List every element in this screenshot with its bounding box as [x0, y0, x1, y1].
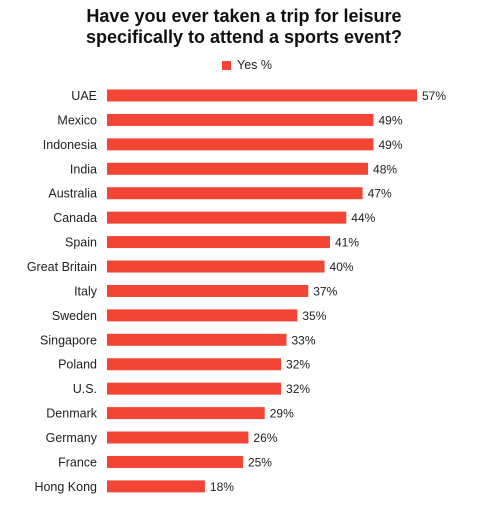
category-label: Sweden	[52, 309, 97, 323]
data-label: 32%	[286, 382, 310, 396]
category-label: France	[58, 455, 97, 469]
data-label: 37%	[313, 284, 337, 298]
chart-title: Have you ever taken a trip for leisure s…	[0, 6, 488, 48]
data-label: 48%	[373, 162, 397, 176]
bar	[107, 187, 363, 200]
category-label: Indonesia	[43, 138, 97, 152]
bar	[107, 455, 243, 468]
legend-label: Yes %	[237, 58, 272, 72]
bar	[107, 333, 287, 346]
data-label: 47%	[368, 187, 392, 201]
legend-swatch	[222, 60, 231, 70]
data-label: 32%	[286, 358, 310, 372]
data-label: 18%	[210, 480, 234, 494]
data-label: 35%	[302, 309, 326, 323]
bar	[107, 382, 282, 395]
category-label: Canada	[53, 211, 97, 225]
category-label: UAE	[71, 89, 97, 103]
data-label: 41%	[335, 236, 359, 250]
data-label: 29%	[270, 407, 294, 421]
bar	[107, 480, 205, 493]
bar	[107, 113, 374, 126]
bar	[107, 358, 282, 371]
bar	[107, 162, 369, 175]
bar	[107, 407, 265, 420]
data-label: 25%	[248, 455, 272, 469]
data-label: 57%	[422, 89, 446, 103]
category-label: Denmark	[46, 407, 97, 421]
data-label: 33%	[291, 333, 315, 347]
category-label: Germany	[46, 431, 98, 445]
category-label: Italy	[74, 284, 98, 298]
category-label: U.S.	[73, 382, 97, 396]
chart-title-line-2: specifically to attend a sports event?	[85, 27, 403, 47]
category-label: Hong Kong	[34, 480, 97, 494]
bar	[107, 236, 330, 249]
bar	[107, 260, 325, 273]
category-label: Spain	[65, 236, 97, 250]
category-label: Poland	[58, 358, 97, 372]
category-label: Singapore	[40, 333, 97, 347]
category-label: India	[70, 162, 97, 176]
category-label: Great Britain	[27, 260, 97, 274]
bar	[107, 309, 298, 322]
data-label: 49%	[378, 113, 402, 127]
category-label: Mexico	[57, 113, 97, 127]
bar	[107, 138, 374, 151]
bar	[107, 431, 249, 444]
data-label: 40%	[330, 260, 354, 274]
bar	[107, 284, 309, 297]
data-label: 44%	[351, 211, 375, 225]
category-label: Australia	[48, 187, 97, 201]
chart-title-line-1: Have you ever taken a trip for leisure	[86, 6, 402, 26]
legend: Yes %	[222, 58, 272, 72]
data-label: 49%	[378, 138, 402, 152]
data-label: 26%	[253, 431, 277, 445]
bar	[107, 89, 417, 102]
bar	[107, 211, 347, 224]
